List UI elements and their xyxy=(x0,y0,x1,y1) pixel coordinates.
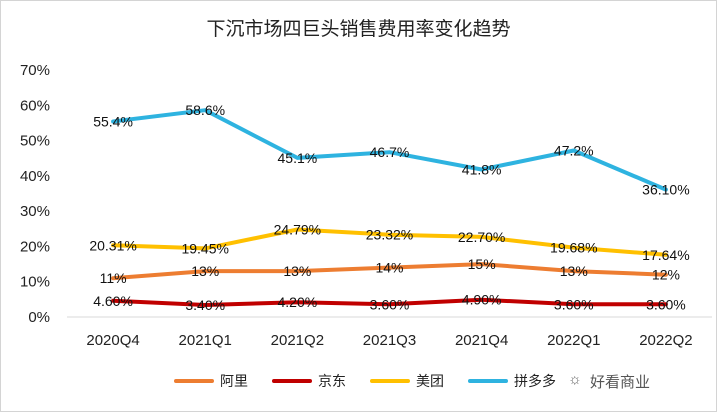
data-label: 13% xyxy=(283,263,311,279)
legend-label: 阿里 xyxy=(220,374,248,390)
data-label: 55.4% xyxy=(93,114,133,130)
data-label: 13% xyxy=(560,263,588,279)
data-label: 13% xyxy=(191,263,219,279)
data-label: 3.60% xyxy=(370,296,410,312)
y-tick-label: 20% xyxy=(20,238,50,255)
series-line-0 xyxy=(111,262,668,281)
x-tick-label: 2021Q4 xyxy=(455,332,508,349)
data-label: 19.68% xyxy=(550,240,597,256)
data-label: 45.1% xyxy=(278,150,318,166)
legend-label: 拼多多 xyxy=(514,373,556,390)
y-tick-label: 70% xyxy=(20,62,50,79)
data-label: 58.6% xyxy=(185,102,225,118)
series-line-2 xyxy=(111,227,668,257)
x-tick-label: 2021Q2 xyxy=(271,332,324,349)
watermark-text: 好看商业 xyxy=(590,373,651,391)
data-label: 4.90% xyxy=(462,292,502,308)
wechat-icon: ☼ xyxy=(568,371,582,388)
legend-label: 京东 xyxy=(318,374,346,390)
y-tick-label: 0% xyxy=(28,309,50,326)
data-label: 17.64% xyxy=(642,247,689,263)
data-label: 22.70% xyxy=(458,229,505,245)
data-label: 14% xyxy=(375,260,403,276)
series-line-3 xyxy=(111,108,668,192)
data-label: 24.79% xyxy=(274,222,321,238)
data-label: 19.45% xyxy=(181,240,228,256)
x-tick-label: 2021Q1 xyxy=(179,332,232,349)
data-label: 36.10% xyxy=(642,182,689,198)
y-tick-label: 30% xyxy=(20,203,50,220)
data-label: 15% xyxy=(468,256,496,272)
data-label: 20.31% xyxy=(89,237,136,253)
data-label: 4.20% xyxy=(278,294,318,310)
series-line-1 xyxy=(111,297,668,307)
x-tick-label: 2022Q2 xyxy=(639,332,692,349)
data-label: 12% xyxy=(652,267,680,283)
y-tick-label: 40% xyxy=(20,168,50,185)
data-label: 46.7% xyxy=(370,144,410,160)
data-label: 3.40% xyxy=(185,297,225,313)
x-tick-label: 2021Q3 xyxy=(363,332,416,349)
x-tick-label: 2022Q1 xyxy=(547,332,600,349)
y-tick-label: 10% xyxy=(20,274,50,291)
data-label: 41.8% xyxy=(462,162,502,178)
data-label: 11% xyxy=(100,270,127,286)
data-label: 23.32% xyxy=(366,227,413,243)
x-tick-label: 2020Q4 xyxy=(86,332,139,349)
data-label: 4.60% xyxy=(93,293,133,309)
data-label: 3.60% xyxy=(554,296,594,312)
data-label: 3.60% xyxy=(646,296,686,312)
chart-title: 下沉市场四巨头销售费用率变化趋势 xyxy=(206,18,511,40)
y-tick-label: 50% xyxy=(20,133,50,150)
y-tick-label: 60% xyxy=(20,97,50,114)
data-label: 47.2% xyxy=(554,142,594,158)
legend-label: 美团 xyxy=(416,374,444,390)
